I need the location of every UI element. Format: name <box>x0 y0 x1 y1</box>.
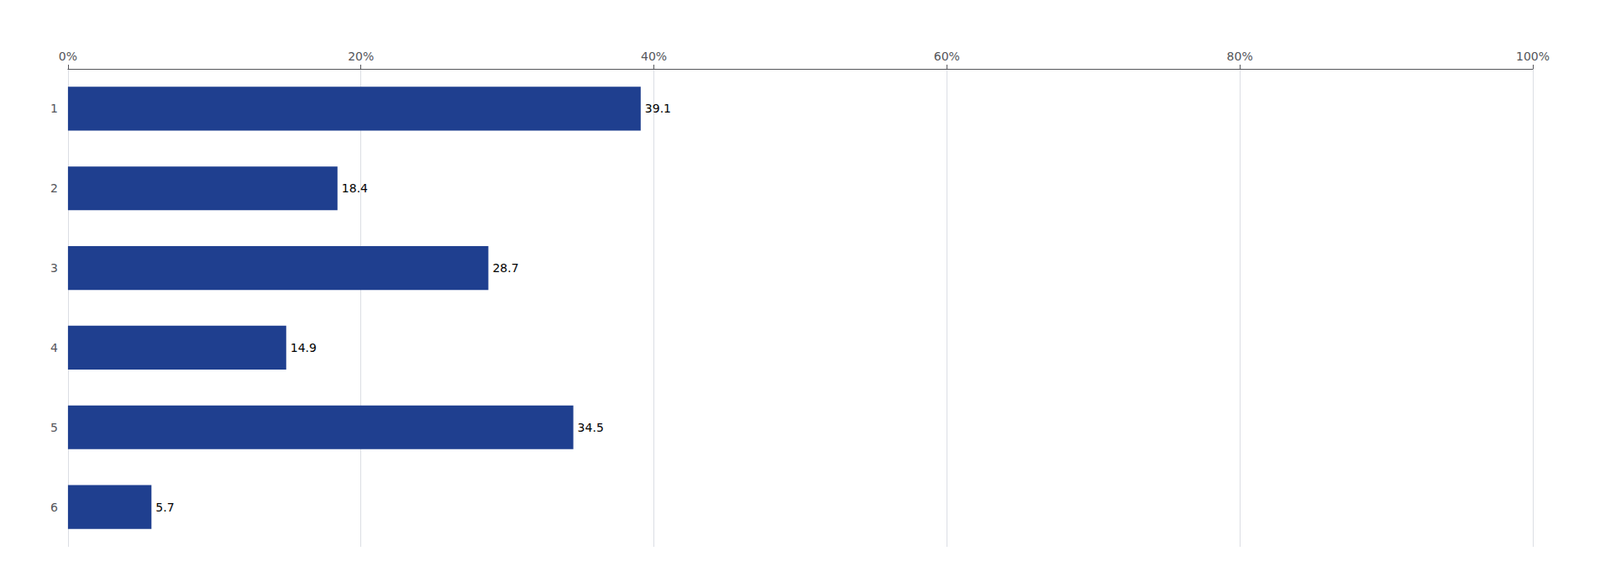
svg-text:4: 4 <box>50 340 58 355</box>
svg-text:3: 3 <box>50 261 58 275</box>
svg-text:80%: 80% <box>1227 49 1254 63</box>
svg-text:39.1: 39.1 <box>645 101 672 116</box>
svg-text:60%: 60% <box>933 49 960 63</box>
svg-text:2: 2 <box>50 181 58 195</box>
svg-text:100%: 100% <box>1516 49 1550 63</box>
svg-text:5: 5 <box>50 420 58 435</box>
svg-text:6: 6 <box>50 500 58 515</box>
svg-text:34.5: 34.5 <box>577 420 604 435</box>
svg-text:18.4: 18.4 <box>341 181 368 195</box>
svg-text:28.7: 28.7 <box>492 261 519 275</box>
svg-text:0%: 0% <box>58 49 78 63</box>
svg-text:14.9: 14.9 <box>290 340 317 355</box>
svg-text:20%: 20% <box>347 49 374 63</box>
svg-text:1: 1 <box>50 101 58 116</box>
svg-text:5.7: 5.7 <box>155 500 174 515</box>
svg-text:40%: 40% <box>640 49 667 63</box>
